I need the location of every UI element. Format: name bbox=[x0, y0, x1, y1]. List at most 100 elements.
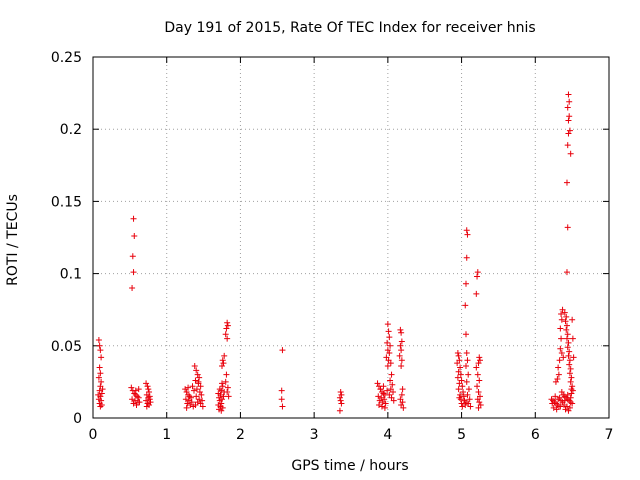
data-point-plus bbox=[192, 402, 199, 409]
data-point-plus bbox=[566, 98, 573, 105]
data-point-plus bbox=[98, 402, 105, 409]
data-point-plus bbox=[566, 348, 573, 355]
data-point-plus bbox=[384, 339, 391, 346]
data-point-plus bbox=[224, 335, 231, 342]
data-point-plus bbox=[558, 389, 565, 396]
data-point-plus bbox=[219, 404, 226, 411]
data-point-plus bbox=[336, 407, 343, 414]
data-point-plus bbox=[278, 396, 285, 403]
data-point-plus bbox=[398, 363, 405, 370]
data-point-plus bbox=[464, 391, 471, 398]
data-point-plus bbox=[144, 400, 151, 407]
data-point-plus bbox=[557, 403, 564, 410]
data-point-plus bbox=[196, 374, 203, 381]
data-point-plus bbox=[398, 338, 405, 345]
data-point-plus bbox=[95, 337, 102, 344]
data-point-plus bbox=[390, 389, 397, 396]
data-point-plus bbox=[457, 371, 464, 378]
data-point-plus bbox=[193, 367, 200, 374]
data-point-plus bbox=[565, 130, 572, 137]
data-point-plus bbox=[183, 404, 190, 411]
data-point-plus bbox=[569, 383, 576, 390]
data-point-plus bbox=[555, 364, 562, 371]
data-point-plus bbox=[554, 376, 561, 383]
data-point-plus bbox=[558, 316, 565, 323]
data-point-plus bbox=[565, 339, 572, 346]
data-point-plus bbox=[398, 391, 405, 398]
data-point-plus bbox=[190, 387, 197, 394]
data-point-plus bbox=[474, 396, 481, 403]
data-point-plus bbox=[279, 347, 286, 354]
data-point-plus bbox=[557, 345, 564, 352]
data-point-plus bbox=[464, 231, 471, 238]
data-points bbox=[95, 91, 577, 414]
data-point-plus bbox=[98, 378, 105, 385]
data-point-plus bbox=[219, 357, 226, 364]
data-point-plus bbox=[455, 386, 462, 393]
data-point-plus bbox=[218, 400, 225, 407]
data-point-plus bbox=[384, 321, 391, 328]
data-point-plus bbox=[143, 397, 150, 404]
data-point-plus bbox=[382, 400, 389, 407]
data-point-plus bbox=[457, 391, 464, 398]
data-point-plus bbox=[217, 391, 224, 398]
data-point-plus bbox=[183, 389, 190, 396]
data-point-plus bbox=[389, 381, 396, 388]
data-point-plus bbox=[567, 378, 574, 385]
data-point-plus bbox=[129, 285, 136, 292]
data-point-plus bbox=[558, 350, 565, 357]
y-tick-label: 0.2 bbox=[60, 122, 82, 138]
data-point-plus bbox=[397, 326, 404, 333]
data-point-plus bbox=[128, 384, 135, 391]
data-point-plus bbox=[387, 360, 394, 367]
data-point-plus bbox=[473, 364, 480, 371]
x-tick-label: 1 bbox=[162, 427, 171, 443]
data-point-plus bbox=[188, 399, 195, 406]
data-point-plus bbox=[374, 380, 381, 387]
data-point-plus bbox=[457, 396, 464, 403]
data-point-plus bbox=[143, 380, 150, 387]
data-point-plus bbox=[555, 371, 562, 378]
data-point-plus bbox=[222, 378, 229, 385]
data-point-plus bbox=[221, 352, 228, 359]
data-point-plus bbox=[398, 347, 405, 354]
data-point-plus bbox=[134, 393, 141, 400]
data-point-plus bbox=[466, 396, 473, 403]
data-point-plus bbox=[564, 104, 571, 111]
data-point-plus bbox=[566, 127, 573, 134]
data-point-plus bbox=[475, 404, 482, 411]
data-point-plus bbox=[462, 363, 469, 370]
x-tick-label: 7 bbox=[605, 427, 614, 443]
data-point-plus bbox=[399, 386, 406, 393]
data-point-plus bbox=[278, 387, 285, 394]
data-point-plus bbox=[220, 360, 227, 367]
data-point-plus bbox=[144, 383, 151, 390]
data-point-plus bbox=[381, 396, 388, 403]
x-tick-label: 6 bbox=[531, 427, 540, 443]
data-point-plus bbox=[476, 399, 483, 406]
data-point-plus bbox=[375, 393, 382, 400]
data-point-plus bbox=[549, 400, 556, 407]
data-point-plus bbox=[385, 328, 392, 335]
data-point-plus bbox=[216, 386, 223, 393]
data-point-plus bbox=[378, 389, 385, 396]
data-point-plus bbox=[131, 233, 138, 240]
data-point-plus bbox=[558, 311, 565, 318]
data-point-plus bbox=[384, 363, 391, 370]
data-point-plus bbox=[130, 400, 137, 407]
data-point-plus bbox=[186, 393, 193, 400]
data-point-plus bbox=[381, 404, 388, 411]
data-point-plus bbox=[338, 400, 345, 407]
data-point-plus bbox=[384, 347, 391, 354]
data-point-plus bbox=[216, 397, 223, 404]
data-point-plus bbox=[189, 383, 196, 390]
data-point-plus bbox=[136, 399, 143, 406]
data-point-plus bbox=[130, 215, 137, 222]
data-point-plus bbox=[398, 357, 405, 364]
data-point-plus bbox=[192, 377, 199, 384]
data-point-plus bbox=[387, 377, 394, 384]
data-point-plus bbox=[218, 407, 225, 414]
data-point-plus bbox=[563, 179, 570, 186]
data-point-plus bbox=[565, 407, 572, 414]
data-point-plus bbox=[199, 403, 206, 410]
